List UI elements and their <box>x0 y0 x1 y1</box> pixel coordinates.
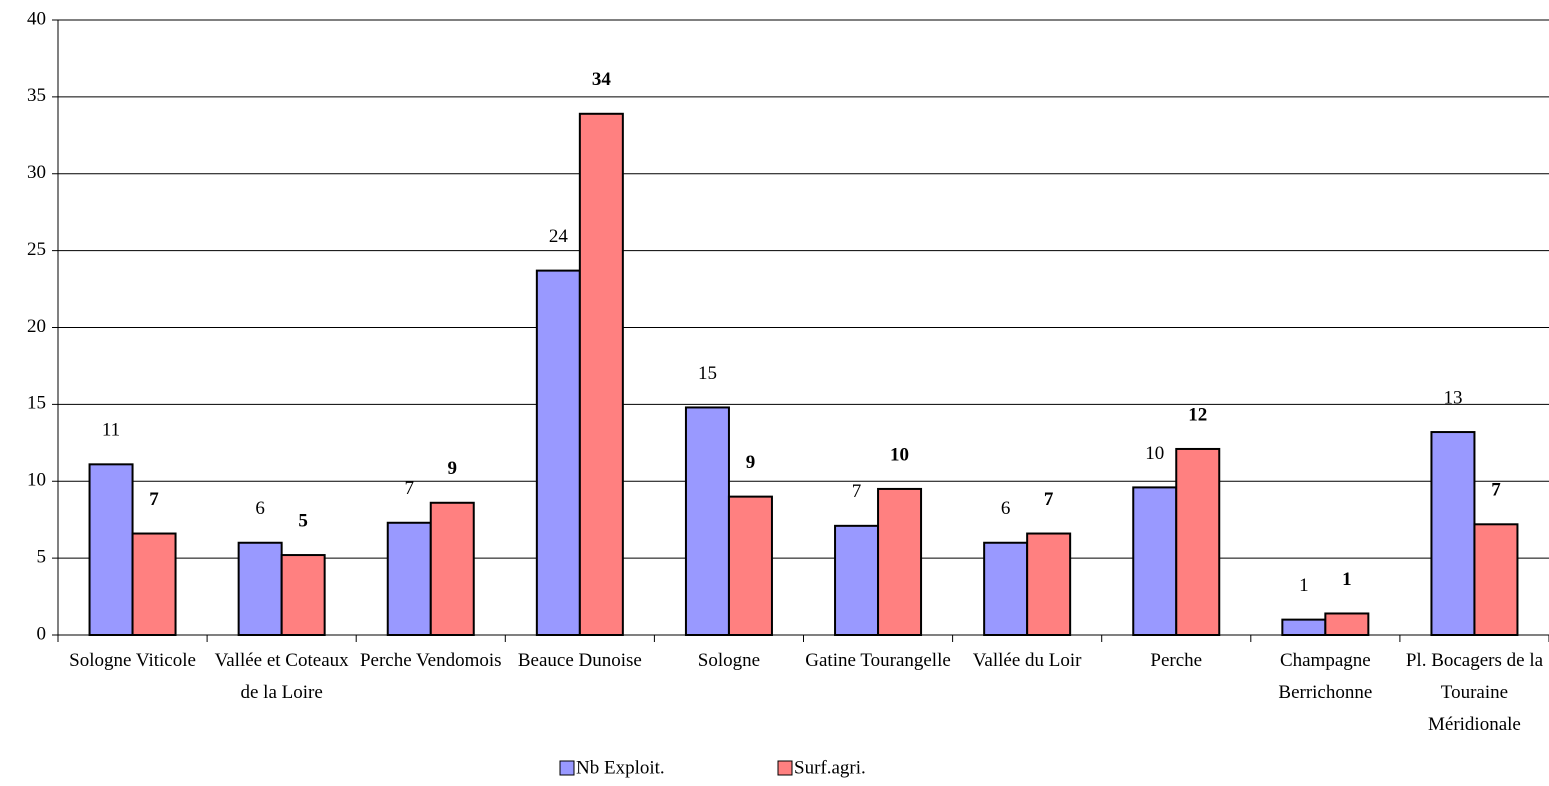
data-label: 7 <box>852 481 862 502</box>
y-tick-label: 5 <box>37 546 47 567</box>
x-tick-label: Perche <box>1150 650 1203 671</box>
bar <box>983 541 1029 636</box>
bar <box>877 487 923 636</box>
x-tick-label: Vallée et Coteaux de la Loire <box>214 650 349 703</box>
data-label: 10 <box>1145 443 1164 464</box>
bar <box>834 524 880 637</box>
bar <box>1281 618 1327 636</box>
y-tick-label: 35 <box>27 85 46 106</box>
data-label: 24 <box>549 226 569 247</box>
legend-label: Nb Exploit. <box>576 757 665 778</box>
data-label: 6 <box>1001 498 1011 519</box>
data-label: 7 <box>1491 480 1501 501</box>
data-label: 6 <box>255 498 265 519</box>
bar <box>131 532 177 637</box>
bar <box>1473 523 1519 636</box>
bar <box>1324 612 1370 636</box>
data-label: 15 <box>698 363 717 384</box>
data-label: 9 <box>448 458 458 479</box>
x-tick-label: Gatine Tourangelle <box>805 650 951 671</box>
y-tick-label: 0 <box>37 623 47 644</box>
data-label: 12 <box>1188 404 1207 425</box>
x-tick-label: Beauce Dunoise <box>517 650 642 671</box>
bar <box>237 541 283 636</box>
bar <box>280 554 326 636</box>
y-tick-label: 20 <box>27 316 46 337</box>
x-tick-label: Vallée du Loir <box>972 650 1082 671</box>
bar <box>1430 431 1476 636</box>
y-tick-label: 25 <box>27 239 46 260</box>
data-label: 9 <box>746 452 756 473</box>
bar <box>1175 447 1221 636</box>
y-tick-label: 40 <box>27 8 46 29</box>
bar <box>1132 486 1178 636</box>
bar <box>88 463 134 636</box>
data-label: 11 <box>102 420 120 441</box>
x-tick-label: Sologne Viticole <box>69 650 196 671</box>
data-label: 10 <box>890 444 909 465</box>
x-tick-label: Perche Vendomois <box>359 650 502 671</box>
x-tick-label: Pl. Bocagers de la Touraine Méridionale <box>1405 650 1544 735</box>
x-tick-label: Champagne Berrichonne <box>1278 650 1373 703</box>
x-tick-label: Sologne <box>697 650 761 671</box>
data-label: 34 <box>592 69 612 90</box>
y-tick-label: 30 <box>27 162 46 183</box>
data-label: 5 <box>298 510 308 531</box>
legend-swatch <box>559 760 575 776</box>
y-tick-label: 10 <box>27 470 46 491</box>
data-label: 1 <box>1342 569 1352 590</box>
legend-label: Surf.agri. <box>794 757 866 778</box>
bar <box>535 269 581 636</box>
y-tick-label: 15 <box>27 393 46 414</box>
data-label: 1 <box>1299 575 1309 596</box>
bar <box>727 495 773 636</box>
bar <box>578 112 624 637</box>
data-label: 7 <box>405 478 415 499</box>
bar <box>386 521 432 637</box>
bar <box>684 406 730 637</box>
bar <box>429 501 475 636</box>
data-label: 13 <box>1443 387 1462 408</box>
data-label: 7 <box>1044 489 1054 510</box>
data-label: 7 <box>149 489 159 510</box>
bar <box>1026 532 1072 637</box>
legend-swatch <box>777 760 793 776</box>
